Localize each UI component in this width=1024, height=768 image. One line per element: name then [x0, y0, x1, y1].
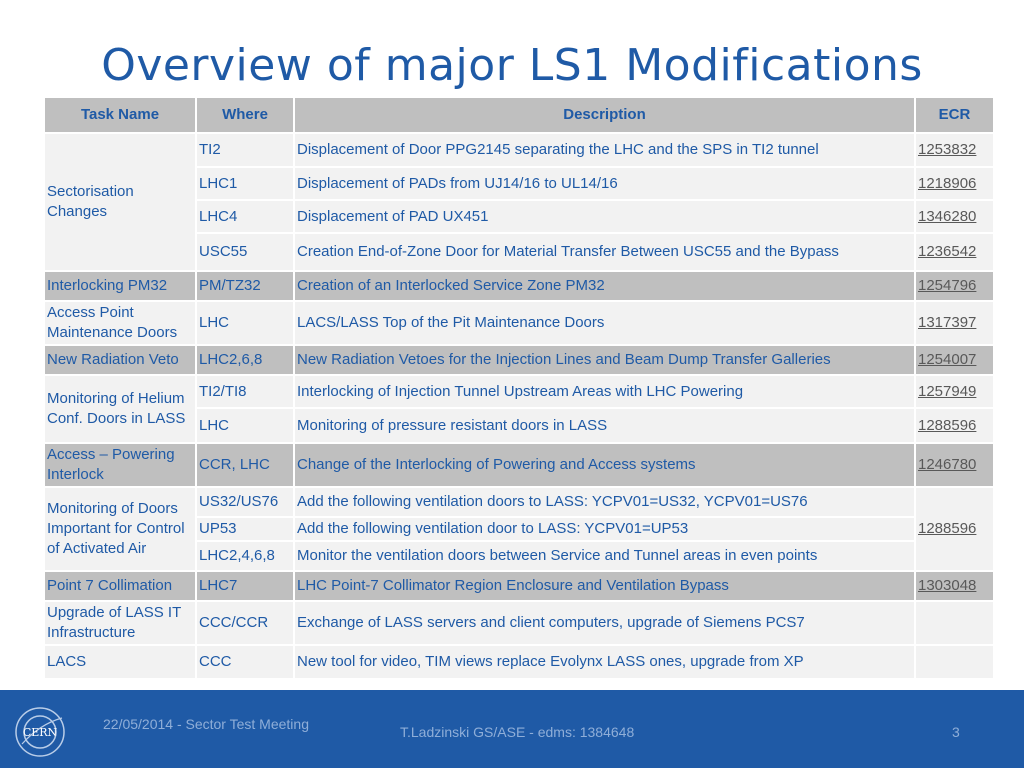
ecr-link[interactable]: 1303048 [914, 570, 995, 602]
where-cell: LHC1 [195, 166, 295, 201]
where-cell: PM/TZ32 [195, 270, 295, 302]
task-name-cell: Monitoring of Helium Conf. Doors in LASS [43, 374, 197, 444]
table-row: New Radiation Veto LHC2,6,8 New Radiatio… [43, 344, 995, 376]
slide-title: Overview of major LS1 Modifications [101, 40, 923, 91]
ecr-link[interactable]: 1346280 [914, 199, 995, 234]
table-header-row: Task Name Where Description ECR [43, 96, 995, 134]
cern-logo-icon: CERN [15, 707, 65, 757]
ecr-link[interactable]: 1236542 [914, 232, 995, 272]
ecr-link[interactable]: 1288596 [914, 407, 995, 444]
description-cell: New tool for video, TIM views replace Ev… [293, 644, 916, 680]
where-cell: LHC2,4,6,8 [195, 540, 295, 572]
description-cell: Displacement of PAD UX451 [293, 199, 916, 234]
ecr-link[interactable]: 1254007 [914, 344, 995, 376]
description-cell: New Radiation Vetoes for the Injection L… [293, 344, 916, 376]
table-row: LHC1 Displacement of PADs from UJ14/16 t… [44, 166, 995, 201]
task-name-cell: Upgrade of LASS IT Infrastructure [43, 600, 197, 646]
header-ecr: ECR [914, 96, 995, 134]
table-row: Point 7 Collimation LHC7 LHC Point-7 Col… [43, 570, 995, 602]
where-cell: LHC2,6,8 [195, 344, 295, 376]
header-where: Where [195, 96, 295, 134]
page-number: 3 [952, 724, 960, 740]
where-cell: TI2/TI8 [195, 374, 295, 409]
ecr-link[interactable]: 1317397 [914, 300, 995, 346]
table-row: UP53 Add the following ventilation door … [44, 516, 994, 542]
description-cell: Displacement of PADs from UJ14/16 to UL1… [293, 166, 916, 201]
slide-footer: CERN 22/05/2014 - Sector Test Meeting T.… [0, 690, 1024, 768]
task-name-cell: Monitoring of Doors Important for Contro… [43, 486, 197, 572]
ecr-link[interactable]: 1246780 [914, 442, 995, 488]
table-row: Monitoring of Doors Important for Contro… [43, 486, 995, 572]
table-row: USC55 Creation End-of-Zone Door for Mate… [44, 232, 995, 272]
description-cell: LACS/LASS Top of the Pit Maintenance Doo… [293, 300, 916, 346]
description-cell: Change of the Interlocking of Powering a… [293, 442, 916, 488]
where-cell: LHC [195, 300, 295, 346]
description-cell: LHC Point-7 Collimator Region Enclosure … [293, 570, 916, 602]
table-row: Access Point Maintenance Doors LHC LACS/… [43, 300, 995, 346]
where-cell: CCC [195, 644, 295, 680]
description-cell: Add the following ventilation doors to L… [293, 486, 916, 518]
description-cell: Monitoring of pressure resistant doors i… [293, 407, 916, 444]
description-cell: Creation of an Interlocked Service Zone … [293, 270, 916, 302]
ecr-link[interactable]: 1218906 [914, 166, 995, 201]
task-name-cell: LACS [43, 644, 197, 680]
where-cell: USC55 [195, 232, 295, 272]
task-name-cell: Point 7 Collimation [43, 570, 197, 602]
table-row: Upgrade of LASS IT Infrastructure CCC/CC… [43, 600, 995, 646]
task-name-cell: Sectorisation Changes [43, 132, 197, 272]
description-cell: Exchange of LASS servers and client comp… [293, 600, 916, 646]
table-row: Monitoring of Helium Conf. Doors in LASS… [43, 374, 995, 444]
where-cell: CCR, LHC [195, 442, 295, 488]
task-name-cell: Interlocking PM32 [43, 270, 197, 302]
table-row: LHC4 Displacement of PAD UX451 1346280 [44, 199, 995, 234]
description-cell: Monitor the ventilation doors between Se… [293, 540, 916, 572]
header-task-name: Task Name [43, 96, 197, 134]
task-name-cell: Access – Powering Interlock [43, 442, 197, 488]
footer-date: 22/05/2014 - Sector Test Meeting [103, 716, 309, 732]
task-name-cell: Access Point Maintenance Doors [43, 300, 197, 346]
where-cell: US32/US76 [195, 486, 295, 518]
ecr-link[interactable]: 1257949 [914, 374, 995, 409]
table-row: Sectorisation Changes TI2 Displacement o… [43, 132, 995, 272]
ecr-link[interactable]: 1288596 [914, 486, 995, 572]
where-cell: CCC/CCR [195, 600, 295, 646]
logo-text: CERN [23, 726, 58, 739]
where-cell: LHC4 [195, 199, 295, 234]
task-name-cell: New Radiation Veto [43, 344, 197, 376]
description-cell: Add the following ventilation door to LA… [293, 516, 916, 542]
ecr-cell [914, 644, 995, 680]
description-cell: Interlocking of Injection Tunnel Upstrea… [293, 374, 916, 409]
table-row: LHC Monitoring of pressure resistant doo… [44, 407, 995, 444]
table-row: LHC2,4,6,8 Monitor the ventilation doors… [44, 540, 994, 572]
footer-author: T.Ladzinski GS/ASE - edms: 1384648 [400, 724, 635, 740]
ecr-link[interactable]: 1254796 [914, 270, 995, 302]
where-cell: LHC7 [195, 570, 295, 602]
table-row: Interlocking PM32 PM/TZ32 Creation of an… [43, 270, 995, 302]
modifications-table: Task Name Where Description ECR Sectoris… [43, 96, 995, 680]
ecr-cell [914, 600, 995, 646]
where-cell: LHC [195, 407, 295, 444]
where-cell: UP53 [195, 516, 295, 542]
table-row: Access – Powering Interlock CCR, LHC Cha… [43, 442, 995, 488]
description-cell: Creation End-of-Zone Door for Material T… [293, 232, 916, 272]
table-row: LACS CCC New tool for video, TIM views r… [43, 644, 995, 680]
where-cell: TI2 [195, 132, 295, 168]
description-cell: Displacement of Door PPG2145 separating … [293, 132, 916, 168]
header-description: Description [293, 96, 916, 134]
ecr-link[interactable]: 1253832 [914, 132, 995, 168]
